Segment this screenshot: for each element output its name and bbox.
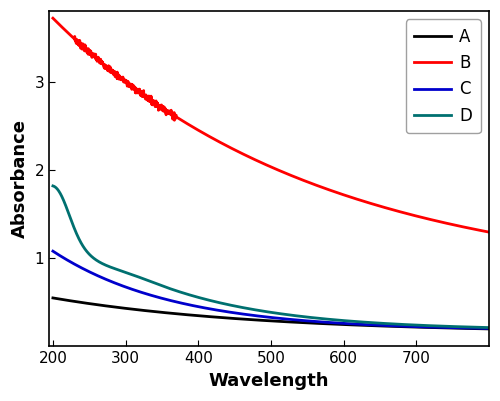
A: [50, 296, 56, 300]
D: [473, 325, 479, 330]
B: [262, 162, 268, 167]
C: [473, 326, 479, 330]
B: [250, 156, 256, 161]
A: [250, 317, 256, 322]
D: [393, 322, 399, 326]
B: [50, 16, 56, 20]
C: [250, 313, 256, 318]
D: [262, 309, 268, 314]
X-axis label: Wavelength: Wavelength: [209, 372, 330, 390]
B: [473, 227, 479, 232]
C: [72, 262, 78, 267]
C: [50, 249, 56, 253]
A: [473, 326, 479, 331]
Y-axis label: Absorbance: Absorbance: [11, 119, 29, 238]
D: [50, 184, 56, 188]
B: [393, 208, 399, 213]
A: [486, 326, 492, 331]
Line: C: C: [53, 251, 489, 328]
Legend: A, B, C, D: A, B, C, D: [406, 19, 480, 133]
D: [250, 307, 256, 312]
B: [486, 230, 492, 235]
C: [473, 326, 479, 330]
Line: A: A: [53, 298, 489, 329]
Line: D: D: [53, 186, 489, 328]
A: [72, 299, 78, 304]
D: [473, 325, 479, 330]
D: [486, 325, 492, 330]
C: [393, 324, 399, 328]
C: [486, 326, 492, 331]
A: [473, 326, 479, 331]
C: [262, 314, 268, 319]
B: [72, 37, 78, 42]
D: [72, 228, 78, 233]
B: [473, 227, 479, 232]
Line: B: B: [53, 18, 489, 232]
A: [393, 324, 399, 329]
A: [262, 318, 268, 323]
